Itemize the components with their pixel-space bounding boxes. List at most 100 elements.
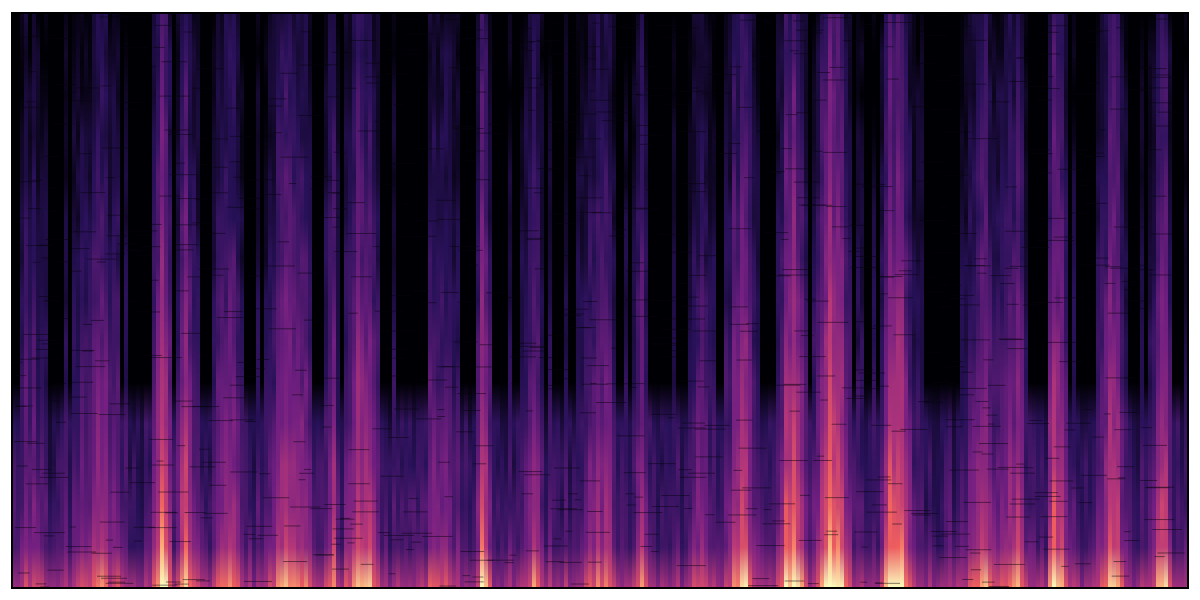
spectrogram-column <box>1012 13 1017 588</box>
spectrogram-column <box>456 13 461 588</box>
spectrogram-column <box>1148 13 1153 588</box>
spectrogram-column <box>896 13 901 588</box>
spectrogram-column <box>1068 13 1073 588</box>
spectrogram-column <box>120 13 125 588</box>
spectrogram-column <box>808 13 813 588</box>
spectrogram-column <box>60 13 65 588</box>
spectrogram-column <box>1060 13 1065 588</box>
spectrogram-column <box>732 13 737 588</box>
spectrogram-column <box>852 13 857 588</box>
spectrogram-column <box>700 13 705 588</box>
spectrogram-column <box>440 13 445 588</box>
spectrogram-column <box>856 13 861 588</box>
spectrogram-column <box>80 13 85 588</box>
spectrogram-column <box>960 13 965 588</box>
spectrogram-column <box>36 13 41 588</box>
spectrogram-column <box>696 13 701 588</box>
spectrogram-column <box>1028 13 1033 588</box>
spectrogram-column <box>744 13 749 588</box>
spectrogram-column <box>396 13 401 588</box>
spectrogram-column <box>604 13 609 588</box>
spectrogram-column <box>324 13 329 588</box>
spectrogram-column <box>772 13 777 588</box>
spectrogram-column <box>264 13 269 588</box>
spectrogram-column <box>72 13 77 588</box>
spectrogram-column <box>360 13 365 588</box>
spectrogram-column <box>552 13 557 588</box>
spectrogram-column <box>980 13 985 588</box>
spectrogram-column <box>280 13 285 588</box>
spectrogram-column <box>768 13 773 588</box>
spectrogram-column <box>876 13 881 588</box>
spectrogram-column <box>496 13 501 588</box>
spectrogram-column <box>332 13 337 588</box>
spectrogram-column <box>520 13 525 588</box>
spectrogram-column <box>752 13 757 588</box>
spectrogram-column <box>196 13 201 588</box>
spectrogram-column <box>152 13 157 588</box>
spectrogram-column <box>816 13 821 588</box>
spectrogram-column <box>868 13 873 588</box>
spectrogram-column <box>632 13 637 588</box>
spectrogram-column <box>740 13 745 588</box>
spectrogram-column <box>916 13 921 588</box>
spectrogram-column <box>84 13 89 588</box>
spectrogram-column <box>532 13 537 588</box>
spectrogram-column <box>516 13 521 588</box>
spectrogram-column <box>20 13 25 588</box>
spectrogram-column <box>464 13 469 588</box>
spectrogram-column <box>1056 13 1061 588</box>
spectrogram-column <box>1108 13 1113 588</box>
spectrogram-column <box>508 13 513 588</box>
spectrogram-column <box>564 13 569 588</box>
spectrogram-column <box>944 13 949 588</box>
spectrogram-column <box>964 13 969 588</box>
spectrogram-column <box>1008 13 1013 588</box>
spectrogram-column <box>716 13 721 588</box>
spectrogram-column <box>156 13 161 588</box>
spectrogram-column <box>444 13 449 588</box>
spectrogram-column <box>340 13 345 588</box>
spectrogram-column <box>188 13 193 588</box>
spectrogram-column <box>1160 13 1165 588</box>
spectrogram-column <box>704 13 709 588</box>
spectrogram-column <box>712 13 717 588</box>
spectrogram-column <box>976 13 981 588</box>
spectrogram-column <box>404 13 409 588</box>
spectrogram-column <box>1172 13 1177 588</box>
spectrogram-column <box>832 13 837 588</box>
spectrogram-column <box>580 13 585 588</box>
spectrogram-column <box>536 13 541 588</box>
spectrogram-column <box>540 13 545 588</box>
spectrogram-column <box>32 13 37 588</box>
spectrogram-column <box>1052 13 1057 588</box>
spectrogram-column <box>784 13 789 588</box>
spectrogram-column <box>828 13 833 588</box>
spectrogram-column <box>240 13 245 588</box>
spectrogram-column <box>1044 13 1049 588</box>
spectrogram-column <box>940 13 945 588</box>
spectrogram-column <box>992 13 997 588</box>
spectrogram-column <box>1048 13 1053 588</box>
spectrogram-column <box>272 13 277 588</box>
spectrogram-column <box>296 13 301 588</box>
spectrogram-column <box>528 13 533 588</box>
spectrogram-column <box>904 13 909 588</box>
spectrogram-column <box>724 13 729 588</box>
spectrogram-column <box>796 13 801 588</box>
spectrogram-column <box>612 13 617 588</box>
spectrogram-column <box>640 13 645 588</box>
spectrogram-column <box>108 13 113 588</box>
spectrogram-column <box>372 13 377 588</box>
spectrogram-column <box>400 13 405 588</box>
spectrogram-column <box>908 13 913 588</box>
spectrogram-column <box>864 13 869 588</box>
spectrogram-column <box>100 13 105 588</box>
spectrogram-column <box>1112 13 1117 588</box>
spectrogram-column <box>736 13 741 588</box>
spectrogram-column <box>620 13 625 588</box>
spectrogram-column <box>1092 13 1097 588</box>
spectrogram-column <box>304 13 309 588</box>
spectrogram-column <box>572 13 577 588</box>
spectrogram-column <box>956 13 961 588</box>
